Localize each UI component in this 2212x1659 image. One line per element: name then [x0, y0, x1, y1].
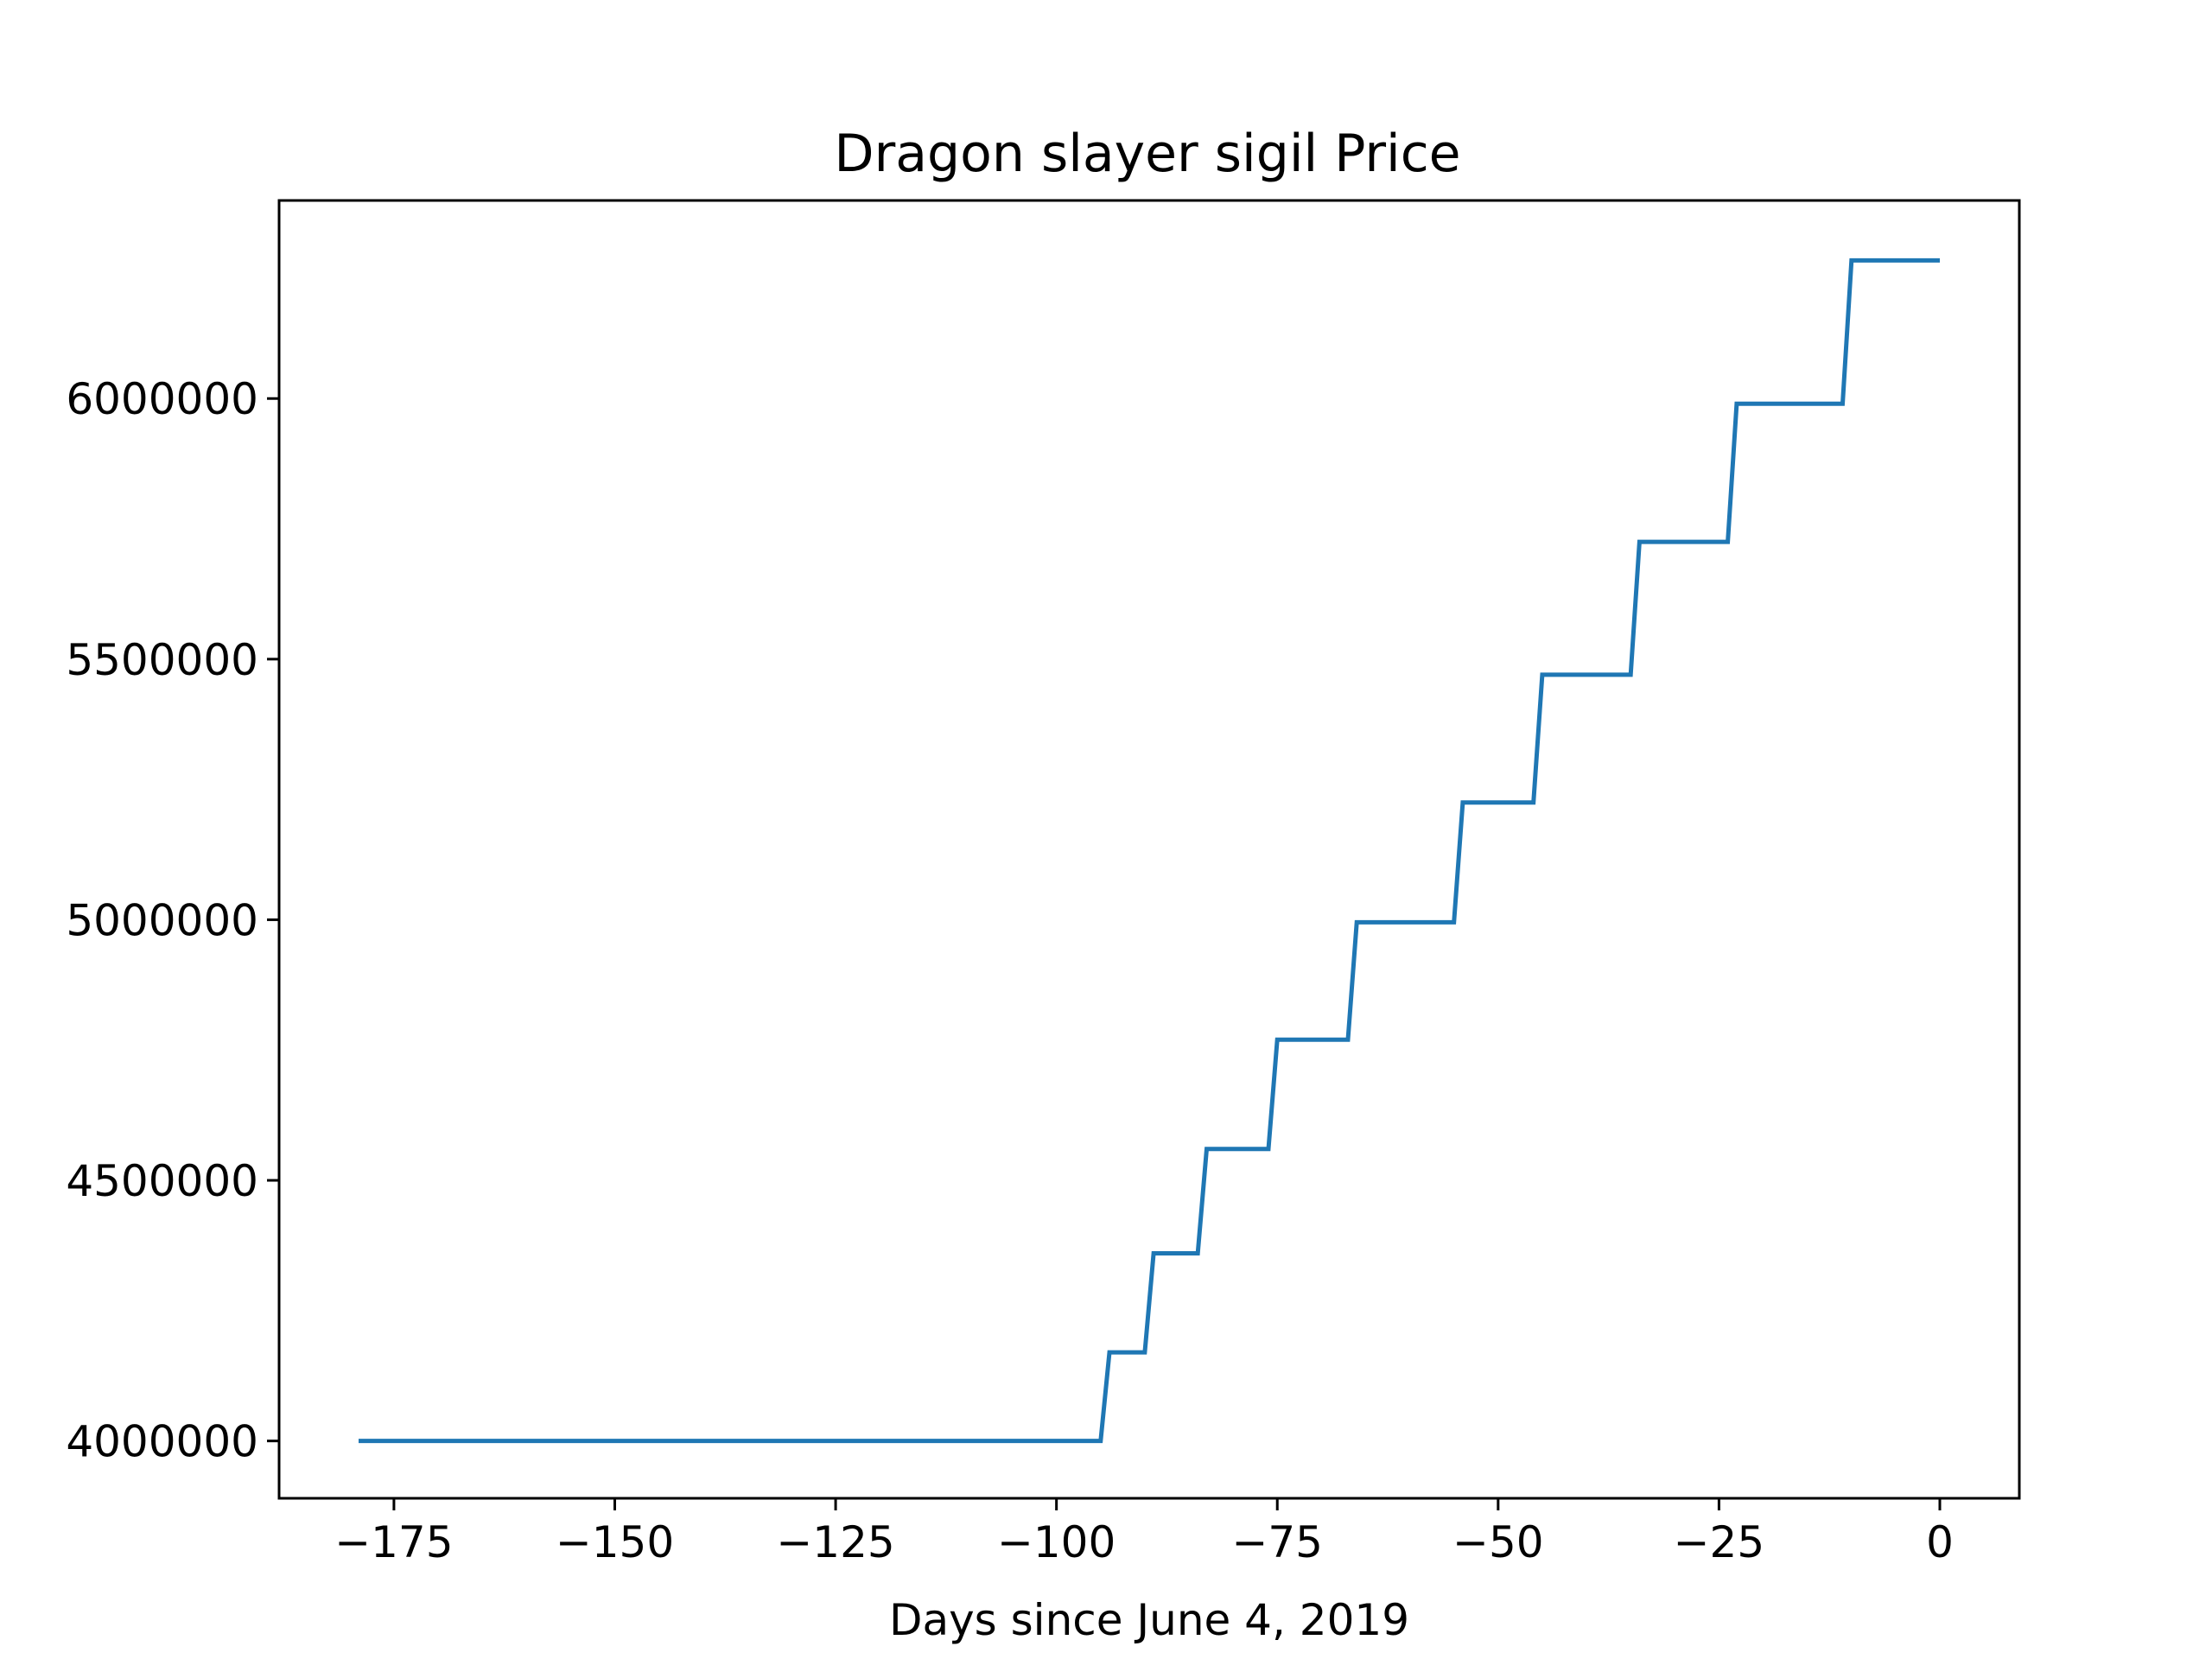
x-tick-label: −75 [1231, 1517, 1323, 1567]
x-axis-ticks: −175 −150 −125 −100 −75 −50 −25 0 [334, 1498, 1954, 1567]
x-tick-label: 0 [1926, 1517, 1954, 1567]
y-tick-label: 5000000 [66, 895, 258, 945]
y-tick-label: 4500000 [66, 1156, 258, 1206]
x-tick-label: −150 [556, 1517, 674, 1567]
x-tick-label: −175 [334, 1517, 453, 1567]
x-tick-label: −100 [997, 1517, 1116, 1567]
x-tick-label: −125 [776, 1517, 894, 1567]
y-tick-label: 4000000 [66, 1417, 258, 1467]
y-tick-label: 5500000 [66, 635, 258, 685]
series-layer [359, 257, 1940, 1444]
y-tick-label: 6000000 [66, 374, 258, 424]
chart-title: Dragon slayer sigil Price [834, 124, 1460, 184]
x-tick-label: −50 [1452, 1517, 1544, 1567]
y-axis-ticks: 4000000 4500000 5000000 5500000 6000000 [66, 374, 279, 1467]
plot-frame [277, 199, 2021, 1500]
series-line-0 [359, 257, 1940, 1444]
x-axis-label: Days since June 4, 2019 [889, 1595, 1409, 1645]
x-tick-label: −25 [1674, 1517, 1765, 1567]
